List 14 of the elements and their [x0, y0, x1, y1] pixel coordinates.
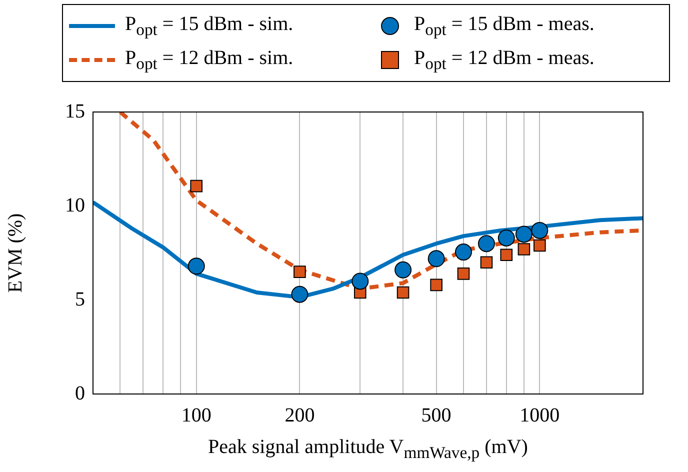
y-axis-title: EVM (%) — [4, 213, 26, 293]
x-tick-label: 200 — [284, 404, 315, 426]
legend-label: P$_{opt}$ = 12 dBm - meas. — [414, 46, 594, 74]
y-tick-label: 0 — [75, 382, 85, 404]
x-tick-label: 100 — [181, 404, 212, 426]
legend-label: P$_{opt}$ = 15 dBm - meas. — [414, 12, 594, 40]
y-tick-label: 15 — [65, 100, 85, 122]
y-tick-label: 10 — [65, 194, 85, 216]
legend-label: P$_{opt}$ = 12 dBm - sim. — [125, 46, 294, 74]
x-tick-label: 1000 — [520, 404, 560, 426]
y-tick-label: 5 — [75, 288, 85, 310]
x-tick-label: 500 — [421, 404, 452, 426]
legend-label: P$_{opt}$ = 15 dBm - sim. — [125, 12, 294, 40]
x-axis-title: Peak signal amplitude V$_{mmWave,p}$ (mV) — [207, 436, 529, 463]
